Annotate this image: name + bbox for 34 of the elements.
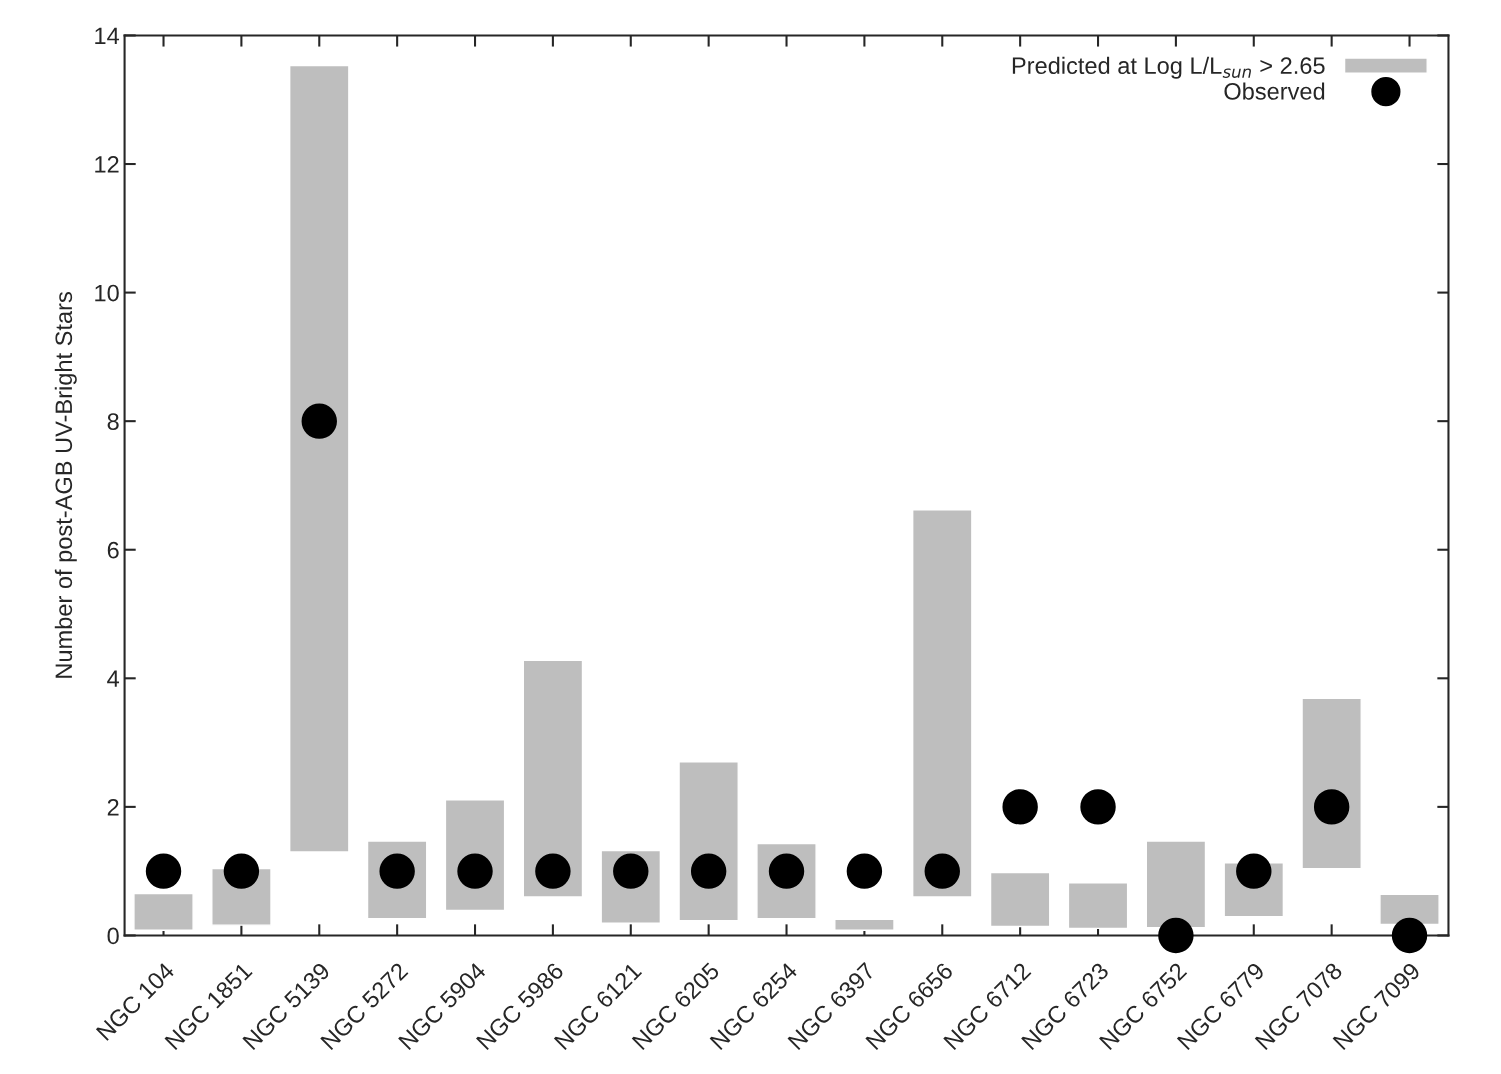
point (223, 853, 260, 889)
point (924, 853, 960, 889)
y-tick-label: 2 (107, 798, 119, 816)
legend-label: Observed (1224, 82, 1325, 100)
point (690, 853, 727, 889)
bar (522, 659, 584, 898)
y-tick-label: 4 (107, 670, 120, 687)
point (535, 853, 571, 889)
bar (1379, 893, 1440, 926)
point (1080, 789, 1116, 825)
point (1002, 789, 1038, 825)
y-axis-title: Number of post-AGB UV-Bright Stars (54, 292, 77, 678)
point (1158, 917, 1194, 954)
y-tick-label: 8 (107, 413, 119, 430)
y-tick-label: 0 (107, 927, 119, 945)
y-tick-label: 12 (95, 156, 119, 173)
point (1236, 853, 1272, 889)
point (1391, 917, 1428, 954)
bar (834, 918, 895, 932)
point (145, 853, 182, 889)
bar (911, 509, 973, 898)
bar (989, 871, 1051, 928)
bar (133, 892, 194, 932)
bar (1145, 840, 1207, 929)
bar (1067, 882, 1129, 930)
y-tick-label: 10 (95, 284, 119, 302)
y-tick-label: 6 (107, 541, 119, 559)
bar (288, 64, 350, 853)
legend-label: Predicted at Log L/L$_{sun}$ > 2.65 (1012, 56, 1325, 79)
y-tick-label: 14 (95, 27, 120, 44)
point (1313, 789, 1350, 825)
point (846, 853, 883, 889)
point (301, 403, 337, 439)
bar (1301, 697, 1362, 870)
